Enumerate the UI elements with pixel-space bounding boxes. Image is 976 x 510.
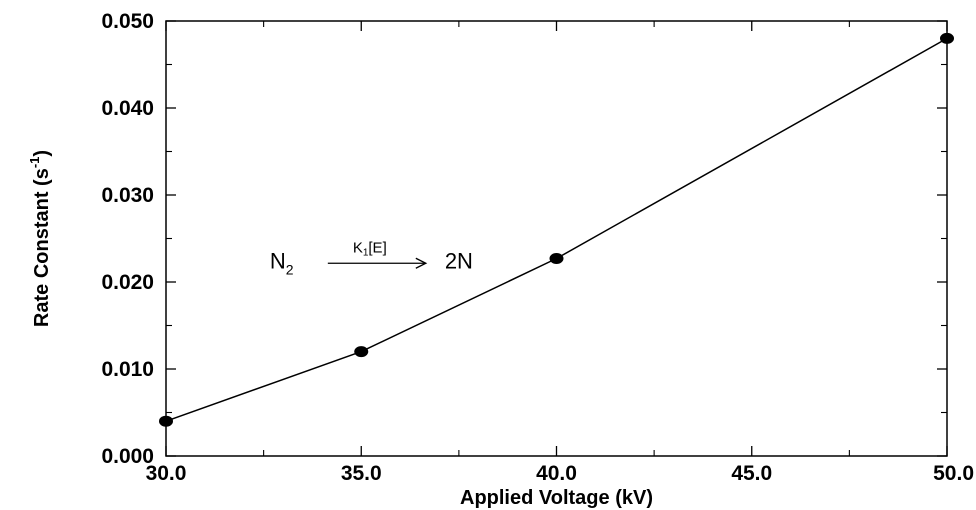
- y-tick-label: 0.010: [101, 358, 154, 381]
- reactant-symbol: N: [270, 248, 286, 273]
- y-tick-label: 0.000: [101, 445, 154, 468]
- y-tick-labels: 0.000 0.010 0.020 0.030 0.040 0.050: [101, 10, 154, 468]
- reaction-arrow-head: [415, 257, 428, 269]
- y-tick-label: 0.020: [101, 271, 154, 294]
- x-tick-label: 30.0: [146, 462, 187, 485]
- rate-k: K: [353, 239, 363, 256]
- axis-ticks: [165, 20, 948, 457]
- x-tick-labels: 30.0 35.0 40.0 45.0 50.0: [146, 462, 974, 485]
- x-tick-label: 45.0: [731, 462, 772, 485]
- y-axis-title: Rate Constant (s-1): [27, 150, 53, 327]
- y-axis-title-superscript: -1: [27, 157, 42, 169]
- series-line: [165, 37, 948, 422]
- reactant-label: N2: [270, 248, 294, 277]
- y-tick-label: 0.040: [101, 97, 154, 120]
- y-axis-title-main: Rate Constant (s: [31, 168, 53, 327]
- y-tick-label: 0.050: [101, 10, 154, 33]
- data-point: [159, 415, 173, 427]
- plot-frame: [165, 20, 948, 457]
- y-axis-title-close: ): [31, 150, 53, 157]
- rate-label: K1[E]: [353, 239, 387, 258]
- rate-k-subscript: 1: [363, 247, 369, 258]
- series-layer: [159, 32, 954, 427]
- data-point: [354, 346, 369, 358]
- x-axis-title: Applied Voltage (kV): [460, 487, 653, 509]
- x-tick-label: 35.0: [341, 462, 382, 485]
- y-tick-label: 0.030: [101, 184, 154, 207]
- data-point: [549, 253, 564, 265]
- reactant-subscript: 2: [286, 261, 294, 277]
- x-tick-label: 40.0: [536, 462, 577, 485]
- rate-field: [E]: [368, 239, 386, 256]
- reaction-annotation: N2 K1[E] 2N: [270, 239, 473, 277]
- data-point: [940, 32, 954, 44]
- x-tick-label: 50.0: [933, 462, 974, 485]
- product-label: 2N: [445, 248, 473, 273]
